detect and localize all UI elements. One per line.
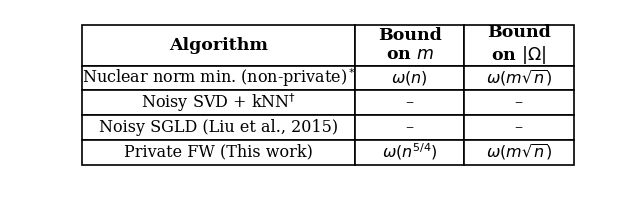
Bar	[355, 25, 464, 66]
Bar	[83, 140, 355, 165]
Bar	[83, 25, 355, 66]
Bar	[83, 115, 355, 140]
Text: Nuclear norm min. (non-private)$^*$: Nuclear norm min. (non-private)$^*$	[82, 67, 356, 89]
Bar	[464, 66, 573, 90]
Text: Private FW (This work): Private FW (This work)	[124, 144, 313, 161]
Bar	[83, 66, 355, 90]
Bar	[464, 115, 573, 140]
Text: –: –	[406, 119, 413, 136]
Text: Noisy SGLD (Liu et al., 2015): Noisy SGLD (Liu et al., 2015)	[99, 119, 339, 136]
Text: –: –	[515, 119, 523, 136]
Text: –: –	[406, 94, 413, 111]
Text: $\omega(n^{5/4})$: $\omega(n^{5/4})$	[381, 142, 438, 163]
Text: Bound
on $m$: Bound on $m$	[378, 27, 442, 63]
Bar	[464, 25, 573, 66]
Text: $\omega(m\sqrt{n})$: $\omega(m\sqrt{n})$	[486, 142, 552, 162]
Bar	[464, 90, 573, 115]
Bar	[464, 140, 573, 165]
Bar	[83, 90, 355, 115]
Bar	[355, 66, 464, 90]
Bar	[355, 140, 464, 165]
Text: $\omega(n)$: $\omega(n)$	[391, 69, 428, 87]
Bar	[355, 90, 464, 115]
Text: Algorithm: Algorithm	[170, 37, 268, 54]
Bar	[355, 115, 464, 140]
Text: –: –	[515, 94, 523, 111]
Text: Noisy SVD + kNN$^{\dagger}$: Noisy SVD + kNN$^{\dagger}$	[141, 91, 296, 114]
Text: $\omega(m\sqrt{n})$: $\omega(m\sqrt{n})$	[486, 68, 552, 88]
Text: Bound
on $|\Omega|$: Bound on $|\Omega|$	[487, 24, 550, 66]
